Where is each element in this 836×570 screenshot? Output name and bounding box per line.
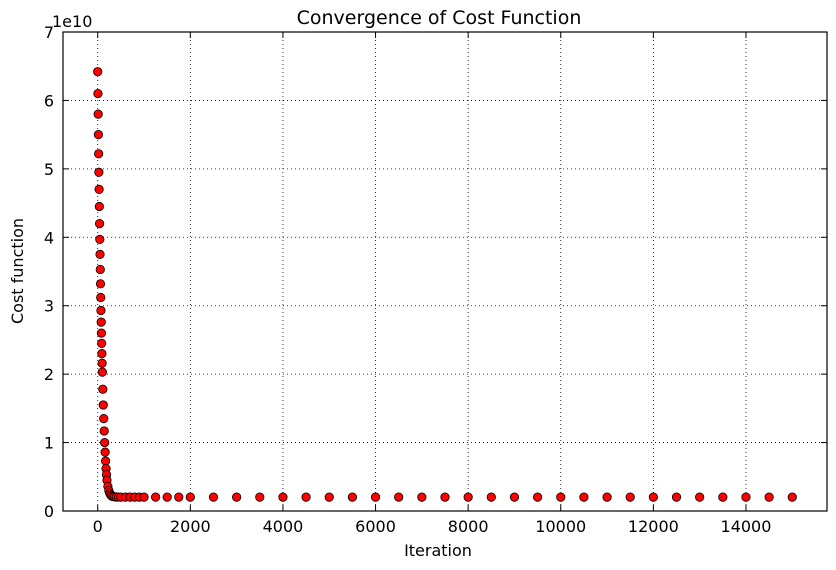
data-point bbox=[98, 400, 108, 410]
data-point bbox=[741, 492, 751, 502]
data-point bbox=[93, 130, 104, 140]
data-point bbox=[97, 338, 107, 348]
data-point bbox=[97, 367, 107, 377]
data-point bbox=[99, 414, 109, 424]
data-point bbox=[625, 492, 635, 502]
data-point bbox=[95, 264, 105, 275]
data-point bbox=[556, 492, 566, 502]
data-point bbox=[370, 492, 381, 502]
data-point bbox=[94, 219, 105, 229]
data-point bbox=[509, 492, 520, 502]
data-point bbox=[96, 292, 106, 303]
y-tick-label: 0 bbox=[44, 502, 54, 521]
y-tick-label: 5 bbox=[44, 160, 54, 179]
data-point bbox=[648, 492, 658, 502]
data-point bbox=[100, 447, 110, 457]
data-point bbox=[94, 201, 104, 212]
y-offset-text: 1e10 bbox=[52, 12, 92, 31]
data-point bbox=[100, 437, 110, 448]
x-tick-label: 12000 bbox=[628, 517, 679, 536]
data-point bbox=[96, 305, 106, 316]
data-point bbox=[162, 492, 172, 502]
data-point bbox=[695, 492, 705, 502]
data-point bbox=[718, 492, 728, 502]
data-point bbox=[93, 109, 103, 119]
data-point bbox=[93, 67, 103, 77]
data-point bbox=[100, 456, 111, 466]
data-point bbox=[97, 358, 107, 368]
data-markers bbox=[93, 67, 797, 502]
data-point bbox=[278, 492, 288, 502]
data-point bbox=[94, 149, 104, 159]
x-tick-label: 0 bbox=[93, 517, 103, 536]
data-point bbox=[94, 167, 104, 177]
data-point bbox=[94, 184, 104, 194]
x-tick-label: 10000 bbox=[535, 517, 586, 536]
data-point bbox=[97, 349, 107, 359]
y-tick-label: 1 bbox=[44, 434, 54, 453]
data-point bbox=[96, 328, 107, 338]
data-point bbox=[93, 88, 103, 99]
data-point bbox=[417, 492, 427, 502]
data-point bbox=[95, 279, 106, 289]
axis-ticks bbox=[63, 31, 827, 512]
plot-frame bbox=[62, 31, 828, 512]
data-point bbox=[324, 492, 334, 502]
data-point bbox=[463, 492, 473, 502]
y-tick-label: 4 bbox=[44, 228, 54, 247]
data-point bbox=[787, 492, 797, 502]
y-axis-label: Cost function bbox=[8, 218, 27, 324]
y-tick-label: 7 bbox=[44, 23, 54, 42]
data-point bbox=[764, 492, 774, 502]
y-tick-label: 6 bbox=[44, 91, 54, 110]
data-point bbox=[579, 492, 589, 502]
data-point bbox=[151, 492, 161, 502]
data-point bbox=[232, 492, 242, 502]
x-axis-label: Iteration bbox=[404, 541, 472, 560]
data-point bbox=[95, 234, 105, 244]
data-point bbox=[185, 492, 195, 502]
x-tick-labels: 0 2000 4000 6000 8000 10000 12000 14000 bbox=[93, 517, 772, 536]
data-point bbox=[208, 492, 219, 502]
x-tick-label: 4000 bbox=[263, 517, 304, 536]
y-tick-label: 3 bbox=[44, 297, 54, 316]
data-point bbox=[394, 492, 404, 502]
data-point bbox=[139, 492, 149, 502]
x-tick-label: 8000 bbox=[448, 517, 489, 536]
data-point bbox=[671, 492, 682, 502]
data-point bbox=[301, 492, 311, 502]
y-tick-label: 2 bbox=[44, 365, 54, 384]
chart-title: Convergence of Cost Function bbox=[297, 7, 582, 29]
data-point bbox=[347, 492, 357, 502]
x-tick-label: 2000 bbox=[170, 517, 211, 536]
data-point bbox=[99, 426, 109, 436]
x-tick-label: 6000 bbox=[355, 517, 396, 536]
data-point bbox=[486, 492, 496, 502]
data-point bbox=[602, 492, 612, 502]
data-point bbox=[95, 249, 105, 259]
y-tick-labels: 0 1 2 3 4 5 6 7 bbox=[44, 23, 54, 521]
data-point bbox=[98, 384, 108, 394]
data-point bbox=[96, 317, 106, 327]
data-point bbox=[255, 492, 265, 502]
data-point bbox=[440, 492, 450, 502]
x-tick-label: 14000 bbox=[721, 517, 772, 536]
data-point bbox=[174, 492, 184, 502]
data-point bbox=[533, 492, 543, 502]
